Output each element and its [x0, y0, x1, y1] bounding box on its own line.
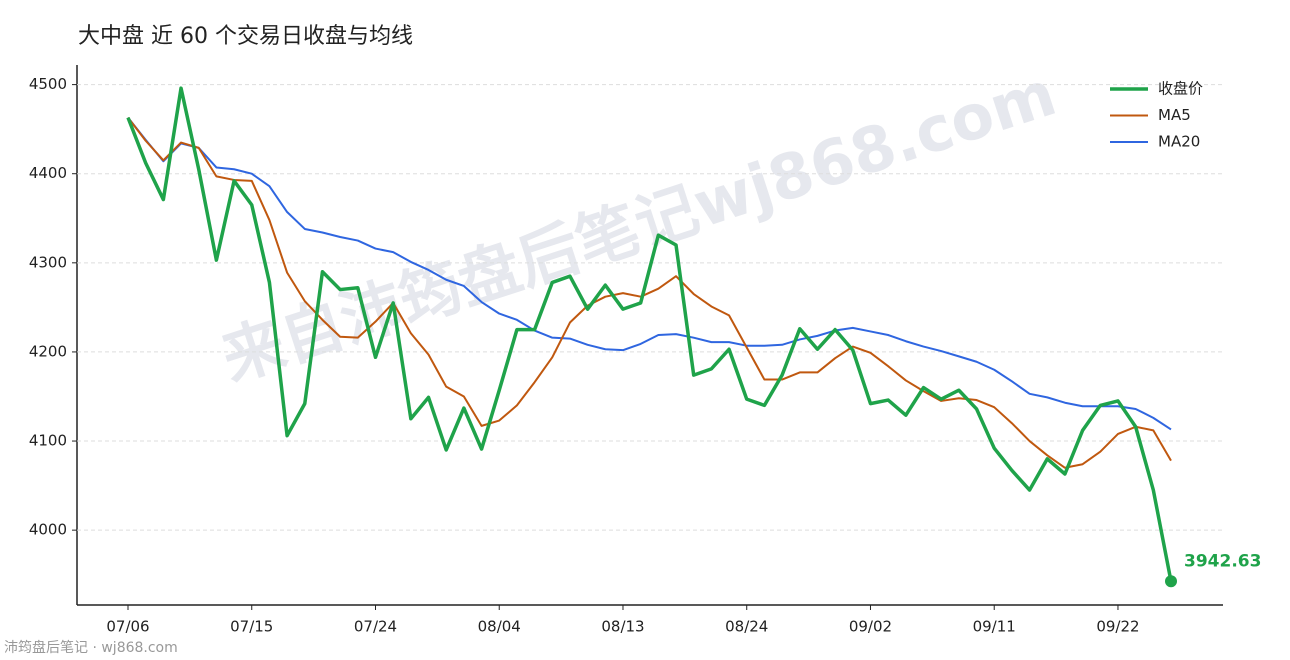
y-tick-label: 4300 — [29, 253, 67, 271]
last-point — [1165, 575, 1177, 588]
chart-title: 大中盘 近 60 个交易日收盘与均线 — [78, 24, 413, 49]
footer: 沛筠盘后笔记 · wj868.com — [4, 639, 178, 656]
legend-label: MA5 — [1158, 106, 1191, 124]
series-line — [127, 116, 1172, 469]
series-line — [126, 86, 1173, 582]
x-tick-label: 08/24 — [725, 618, 768, 636]
legend-label: 收盘价 — [1158, 80, 1203, 98]
x-tick-label: 08/13 — [601, 618, 644, 636]
last-value-label: 3942.63 — [1184, 551, 1261, 571]
x-tick-label: 09/02 — [849, 618, 892, 636]
x-tick-label: 09/22 — [1096, 618, 1139, 636]
x-tick-label: 07/06 — [106, 618, 149, 636]
y-tick-label: 4000 — [29, 521, 67, 539]
x-tick-label: 07/24 — [354, 618, 397, 636]
y-tick-label: 4500 — [29, 75, 67, 93]
x-tick-label: 07/15 — [230, 618, 273, 636]
series-line — [127, 116, 1172, 431]
y-tick-label: 4100 — [29, 432, 67, 450]
x-tick-label: 09/11 — [973, 618, 1016, 636]
y-tick-label: 4200 — [29, 342, 67, 360]
y-tick-label: 4400 — [29, 164, 67, 182]
x-tick-label: 08/04 — [478, 618, 521, 636]
legend-label: MA20 — [1158, 133, 1200, 151]
